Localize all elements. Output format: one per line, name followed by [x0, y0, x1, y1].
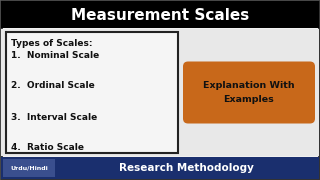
Text: 3.  Interval Scale: 3. Interval Scale [11, 112, 97, 122]
FancyBboxPatch shape [6, 32, 178, 153]
Text: Explanation With
Examples: Explanation With Examples [203, 81, 295, 104]
FancyBboxPatch shape [1, 1, 319, 28]
Text: 4.  Ratio Scale: 4. Ratio Scale [11, 143, 84, 152]
FancyBboxPatch shape [1, 157, 319, 179]
FancyBboxPatch shape [1, 29, 319, 156]
FancyBboxPatch shape [183, 62, 315, 123]
Text: 1.  Nominal Scale: 1. Nominal Scale [11, 51, 99, 60]
Text: Measurement Scales: Measurement Scales [71, 8, 249, 22]
FancyBboxPatch shape [3, 159, 55, 177]
Text: Research Methodology: Research Methodology [119, 163, 253, 173]
Text: Types of Scales:: Types of Scales: [11, 39, 92, 48]
Text: 2.  Ordinal Scale: 2. Ordinal Scale [11, 82, 95, 91]
Text: Urdu/Hindi: Urdu/Hindi [10, 165, 48, 170]
